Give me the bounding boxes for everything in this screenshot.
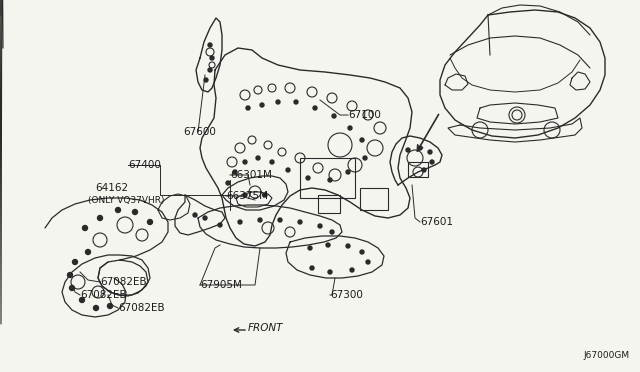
Text: 67082EB: 67082EB — [80, 290, 127, 300]
Text: 67082EB: 67082EB — [100, 277, 147, 287]
Circle shape — [430, 160, 434, 164]
Circle shape — [360, 138, 364, 142]
Circle shape — [210, 56, 214, 60]
Circle shape — [346, 244, 350, 248]
Circle shape — [306, 176, 310, 180]
Text: 67601: 67601 — [420, 217, 453, 227]
Circle shape — [83, 225, 88, 231]
Circle shape — [310, 266, 314, 270]
Circle shape — [193, 213, 197, 217]
Text: 67100: 67100 — [348, 110, 381, 120]
Text: FRONT: FRONT — [248, 323, 284, 333]
Circle shape — [243, 193, 247, 197]
Circle shape — [278, 218, 282, 222]
Circle shape — [108, 304, 113, 308]
Circle shape — [208, 43, 212, 47]
Circle shape — [218, 223, 222, 227]
Circle shape — [363, 156, 367, 160]
Circle shape — [313, 106, 317, 110]
Circle shape — [238, 220, 242, 224]
Circle shape — [406, 148, 410, 152]
Circle shape — [226, 181, 230, 185]
Circle shape — [243, 160, 247, 164]
Text: 66375M: 66375M — [226, 191, 268, 201]
Circle shape — [147, 219, 152, 224]
Circle shape — [360, 250, 364, 254]
Circle shape — [328, 178, 332, 182]
Circle shape — [70, 285, 74, 291]
Circle shape — [330, 230, 334, 234]
Circle shape — [208, 68, 212, 72]
Circle shape — [233, 170, 237, 174]
Circle shape — [346, 170, 350, 174]
Bar — [300, 158, 355, 198]
Circle shape — [328, 270, 332, 274]
Text: 67905M: 67905M — [200, 280, 242, 290]
Circle shape — [263, 193, 267, 197]
Circle shape — [97, 215, 102, 221]
Text: 64162: 64162 — [95, 183, 128, 193]
Circle shape — [294, 100, 298, 104]
Circle shape — [246, 106, 250, 110]
Circle shape — [256, 156, 260, 160]
Circle shape — [308, 246, 312, 250]
Bar — [318, 195, 340, 213]
Circle shape — [332, 114, 336, 118]
Circle shape — [132, 209, 138, 215]
Circle shape — [326, 243, 330, 247]
Circle shape — [348, 126, 352, 130]
Text: 67600: 67600 — [183, 127, 216, 137]
Bar — [408, 162, 428, 177]
Circle shape — [276, 100, 280, 104]
Text: 67400: 67400 — [128, 160, 161, 170]
Circle shape — [204, 78, 208, 82]
Text: 67300: 67300 — [330, 290, 363, 300]
Circle shape — [93, 305, 99, 311]
Circle shape — [72, 260, 77, 264]
Circle shape — [428, 150, 432, 154]
Circle shape — [286, 168, 290, 172]
Circle shape — [422, 168, 426, 172]
Text: 66301M: 66301M — [230, 170, 272, 180]
Circle shape — [318, 224, 322, 228]
Circle shape — [260, 103, 264, 107]
Circle shape — [79, 298, 84, 302]
Circle shape — [86, 250, 90, 254]
Text: 67082EB: 67082EB — [118, 303, 164, 313]
Circle shape — [67, 273, 72, 278]
Bar — [360, 188, 388, 210]
Circle shape — [366, 260, 370, 264]
Text: J67000GM: J67000GM — [584, 351, 630, 360]
Circle shape — [418, 146, 422, 150]
Circle shape — [298, 220, 302, 224]
Circle shape — [270, 160, 274, 164]
Text: (ONLY VQ37VHR): (ONLY VQ37VHR) — [88, 196, 164, 205]
Circle shape — [350, 268, 354, 272]
Circle shape — [115, 208, 120, 212]
Circle shape — [203, 216, 207, 220]
Circle shape — [258, 218, 262, 222]
